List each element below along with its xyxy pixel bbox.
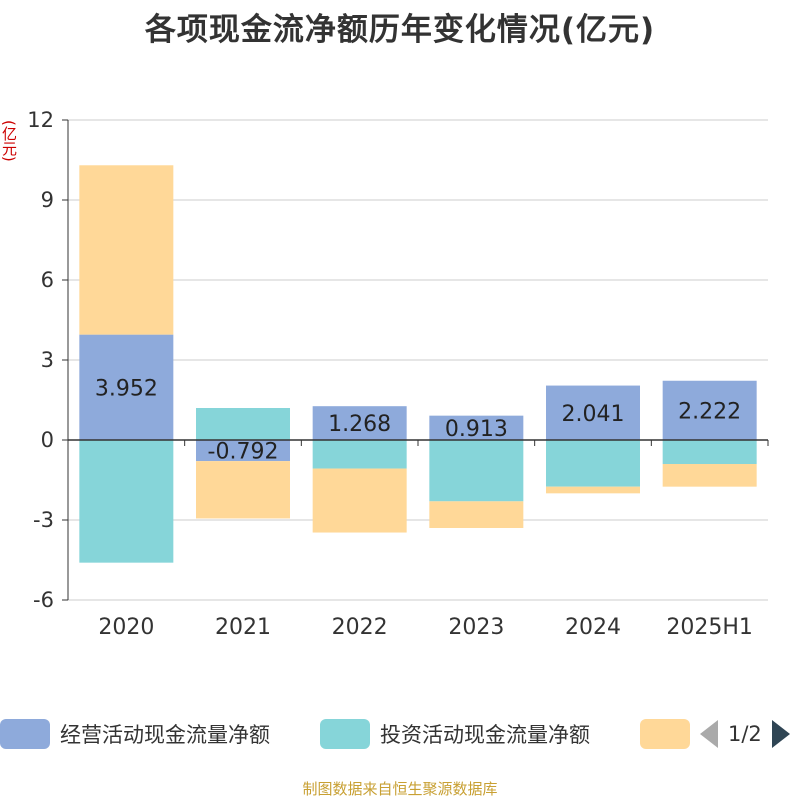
bar-series-1	[662, 440, 757, 464]
x-tick-label: 2022	[332, 615, 388, 640]
data-label: 3.952	[95, 376, 158, 401]
y-tick-label: 3	[41, 348, 54, 372]
data-label: 2.222	[678, 399, 741, 424]
bar-series-1	[429, 440, 524, 502]
y-tick-label: 9	[41, 188, 54, 212]
x-tick-label: 2020	[98, 615, 154, 640]
legend-swatch-operating	[0, 719, 50, 749]
bar-series-1	[312, 440, 407, 469]
data-label: 2.041	[562, 402, 625, 427]
bar-series-1	[196, 408, 290, 440]
legend-item-financing[interactable]	[640, 716, 690, 752]
x-tick-label: 2025H1	[666, 615, 753, 640]
y-tick-label: -6	[33, 588, 54, 612]
x-tick-label: 2024	[565, 615, 621, 640]
y-tick-label: 0	[41, 428, 54, 452]
bar-series-2	[312, 468, 407, 533]
data-label: -0.792	[208, 440, 279, 465]
x-tick-label: 2023	[448, 615, 504, 640]
data-label: 1.268	[328, 412, 391, 437]
bar-series-0	[662, 380, 757, 440]
bar-series-0	[429, 415, 524, 440]
x-tick-label: 2021	[215, 615, 271, 640]
legend-label-investing: 投资活动现金流量净额	[380, 723, 590, 747]
y-axis-unit-label: (亿元)	[0, 120, 18, 162]
bar-series-1	[79, 440, 174, 563]
legend-page-indicator: 1/2	[728, 722, 762, 746]
y-tick-label: -3	[33, 508, 54, 532]
y-tick-label: 12	[27, 108, 54, 132]
y-tick-label: 6	[41, 268, 54, 292]
chart-area: 12 9 6 3 0 -3 -6 3.952 -0.792 1.268 0.913 2.041 2.22…	[27, 108, 769, 640]
bar-series-2	[196, 461, 290, 519]
bar-series-0	[196, 440, 290, 462]
bar-series-2	[662, 464, 757, 487]
chart-title: 各项现金流净额历年变化情况(亿元)	[144, 12, 656, 48]
legend-item-operating[interactable]: 经营活动现金流量净额	[0, 716, 270, 752]
bar-series-2	[79, 165, 174, 335]
legend: 经营活动现金流量净额 投资活动现金流量净额 1/2	[0, 716, 800, 752]
bar-series-2	[546, 486, 640, 494]
legend-next-page-icon[interactable]	[771, 720, 790, 748]
bar-series-1	[546, 440, 640, 487]
legend-item-investing[interactable]: 投资活动现金流量净额	[320, 716, 590, 752]
legend-prev-page-icon[interactable]	[700, 720, 718, 748]
bar-series-0	[79, 334, 174, 440]
legend-swatch-financing	[640, 719, 690, 749]
bar-series-0	[312, 406, 407, 440]
legend-label-operating: 经营活动现金流量净额	[60, 723, 270, 747]
data-label: 0.913	[445, 417, 508, 442]
legend-swatch-investing	[320, 719, 370, 749]
data-source-note: 制图数据来自恒生聚源数据库	[302, 780, 498, 798]
legend-pager: 1/2	[700, 716, 790, 752]
bar-series-2	[429, 501, 524, 528]
bar-series-0	[546, 385, 640, 440]
